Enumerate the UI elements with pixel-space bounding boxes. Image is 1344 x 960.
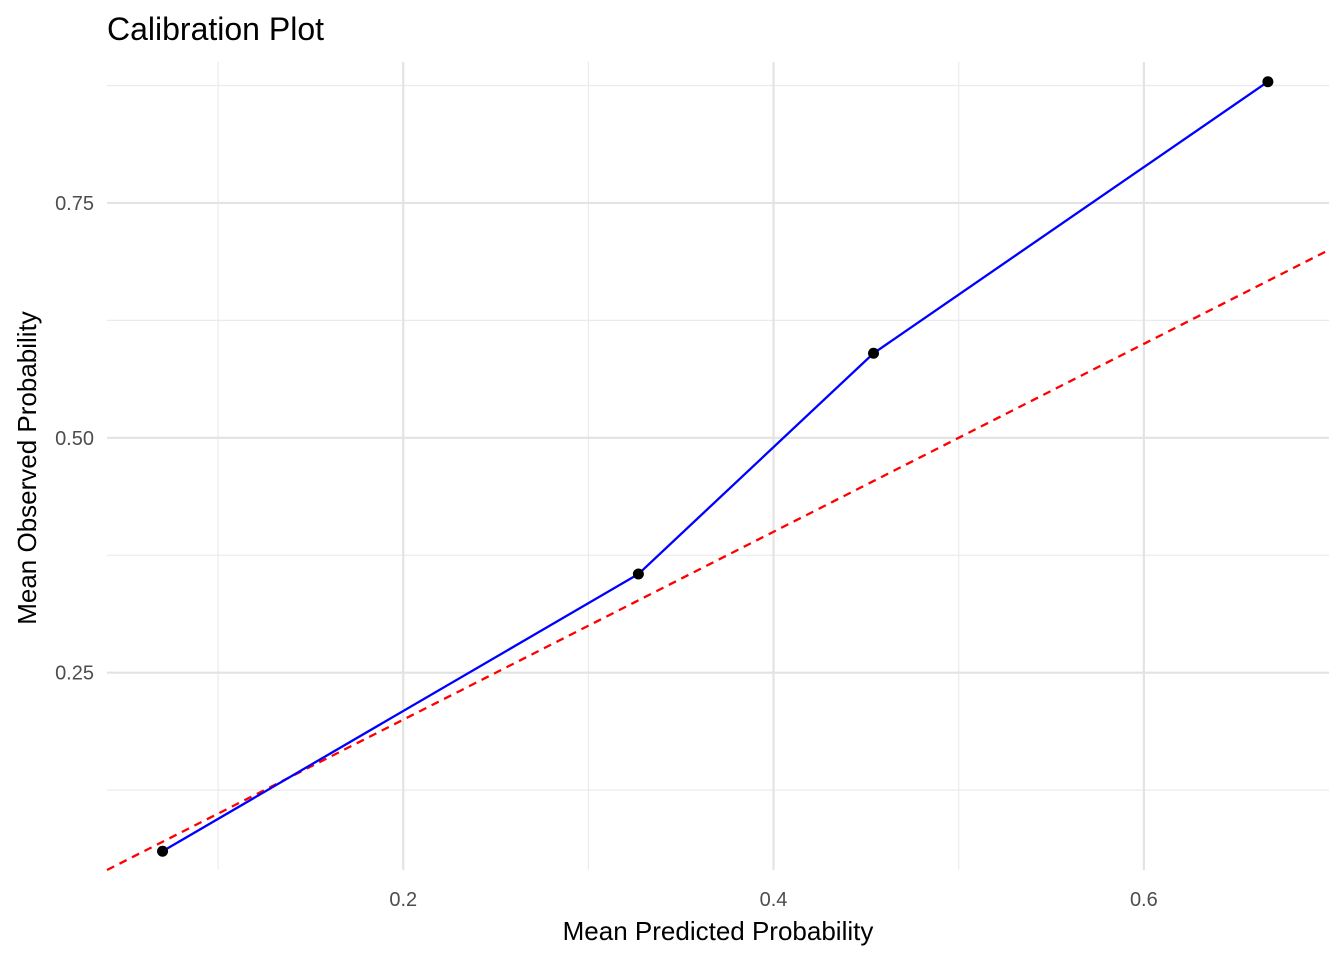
x-axis-title: Mean Predicted Probability [563, 916, 874, 946]
series-layer [161, 80, 1269, 853]
major-gridlines [107, 62, 1329, 870]
x-tick-label: 0.6 [1130, 889, 1158, 911]
y-tick-label: 0.25 [55, 663, 94, 685]
x-tick-label: 0.4 [760, 889, 788, 911]
calibration-point [868, 347, 880, 359]
points-layer [157, 76, 1274, 857]
y-tick-label: 0.75 [55, 193, 94, 215]
calibration-series-line [161, 80, 1269, 853]
calibration-point [1262, 76, 1274, 88]
reference-line-layer [106, 248, 1330, 872]
x-tick-labels: 0.2 0.4 0.6 [389, 889, 1157, 911]
minor-gridlines [107, 62, 1329, 870]
y-axis-title: Mean Observed Probability [12, 311, 42, 625]
chart-title: Calibration Plot [107, 11, 324, 47]
x-tick-label: 0.2 [389, 889, 417, 911]
calibration-point [157, 845, 169, 857]
reference-diagonal-line [106, 248, 1330, 872]
y-tick-labels: 0.25 0.50 0.75 [55, 193, 94, 685]
calibration-point [632, 568, 644, 580]
y-tick-label: 0.50 [55, 428, 94, 450]
